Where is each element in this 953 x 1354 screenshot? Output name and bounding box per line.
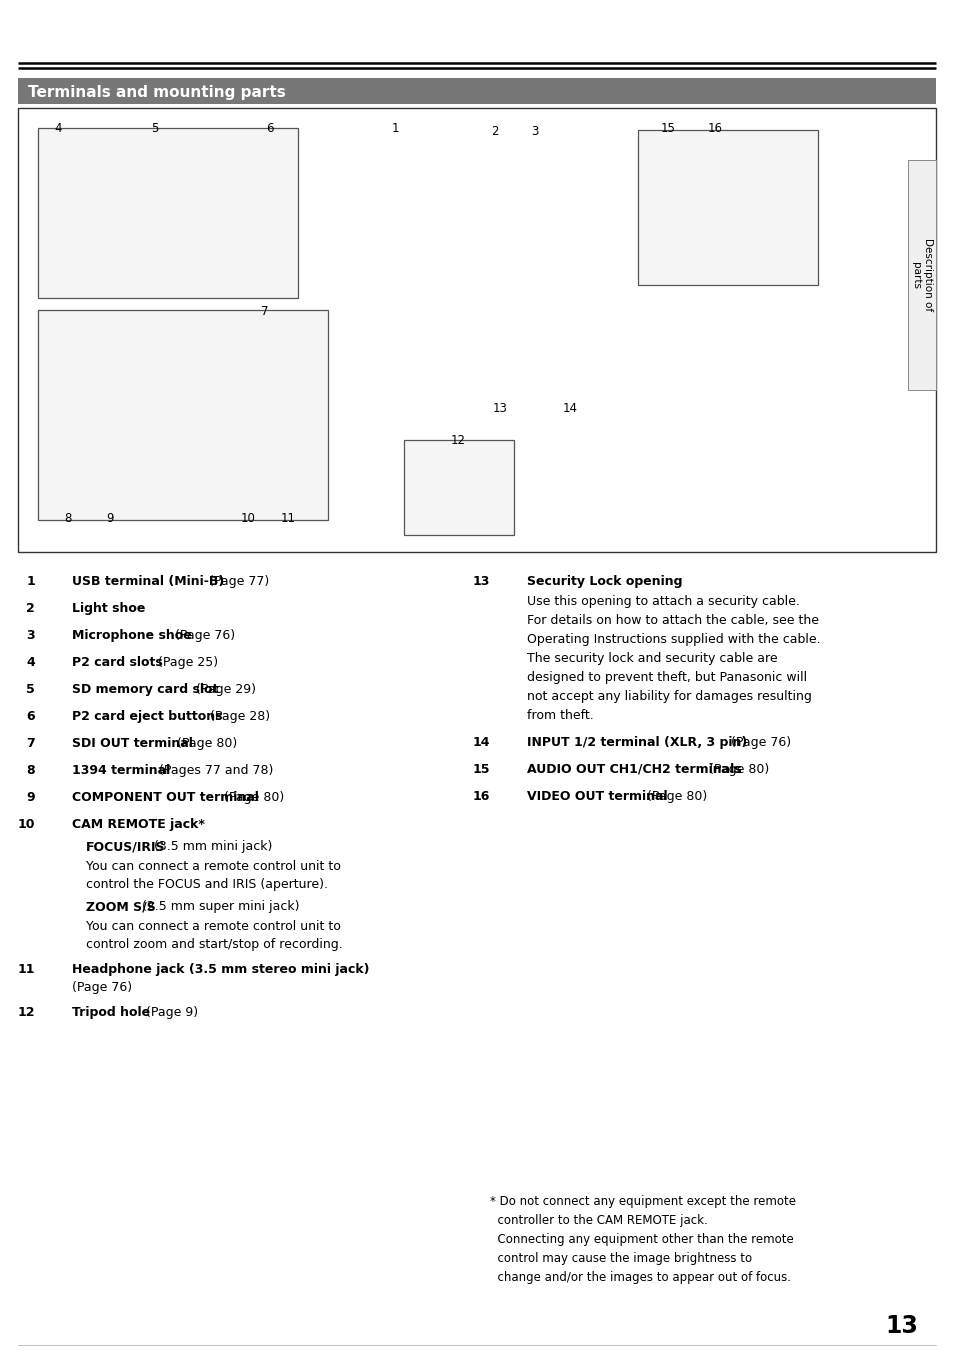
Text: 10: 10: [240, 512, 255, 525]
Text: 12: 12: [450, 435, 465, 447]
Text: 4: 4: [54, 122, 62, 135]
Text: 2: 2: [27, 603, 35, 615]
Text: 16: 16: [472, 789, 490, 803]
Text: 9: 9: [27, 791, 35, 804]
Text: (Page 80): (Page 80): [642, 789, 706, 803]
Text: 7: 7: [261, 305, 269, 318]
Text: Security Lock opening: Security Lock opening: [526, 575, 681, 588]
Text: 10: 10: [17, 818, 35, 831]
Text: 2: 2: [491, 125, 498, 138]
Text: 1394 terminal: 1394 terminal: [71, 764, 170, 777]
Text: control may cause the image brightness to: control may cause the image brightness t…: [490, 1252, 751, 1265]
Text: 5: 5: [152, 122, 158, 135]
Bar: [38, 310, 328, 520]
Text: (Page 28): (Page 28): [206, 709, 270, 723]
Text: 7: 7: [27, 737, 35, 750]
Text: Connecting any equipment other than the remote: Connecting any equipment other than the …: [490, 1233, 793, 1246]
Text: control zoom and start/stop of recording.: control zoom and start/stop of recording…: [86, 938, 342, 951]
Text: 1: 1: [391, 122, 398, 135]
Text: 12: 12: [17, 1006, 35, 1020]
Text: Headphone jack (3.5 mm stereo mini jack): Headphone jack (3.5 mm stereo mini jack): [71, 963, 369, 976]
Text: change and/or the images to appear out of focus.: change and/or the images to appear out o…: [490, 1271, 790, 1284]
Text: (Page 80): (Page 80): [220, 791, 284, 804]
Text: from theft.: from theft.: [526, 709, 593, 722]
Text: 11: 11: [280, 512, 295, 525]
Text: (Page 77): (Page 77): [205, 575, 269, 588]
Text: 8: 8: [27, 764, 35, 777]
Text: 13: 13: [884, 1313, 917, 1338]
Text: 14: 14: [562, 402, 577, 414]
Text: controller to the CAM REMOTE jack.: controller to the CAM REMOTE jack.: [490, 1215, 707, 1227]
Text: 15: 15: [472, 764, 490, 776]
Text: 8: 8: [64, 512, 71, 525]
Text: designed to prevent theft, but Panasonic will: designed to prevent theft, but Panasonic…: [526, 672, 806, 684]
Text: (Page 76): (Page 76): [71, 982, 132, 994]
Text: 11: 11: [17, 963, 35, 976]
Text: 15: 15: [659, 122, 675, 135]
Text: (Page 29): (Page 29): [192, 682, 255, 696]
Text: 3: 3: [531, 125, 538, 138]
Text: SD memory card slot: SD memory card slot: [71, 682, 218, 696]
Text: INPUT 1/2 terminal (XLR, 3 pin): INPUT 1/2 terminal (XLR, 3 pin): [526, 737, 746, 749]
Text: Microphone shoe: Microphone shoe: [71, 630, 192, 642]
Text: The security lock and security cable are: The security lock and security cable are: [526, 653, 777, 665]
Text: 6: 6: [27, 709, 35, 723]
Text: 9: 9: [106, 512, 113, 525]
Bar: [907, 160, 935, 390]
Text: 6: 6: [266, 122, 274, 135]
Text: USB terminal (Mini-B): USB terminal (Mini-B): [71, 575, 224, 588]
Text: * Do not connect any equipment except the remote: * Do not connect any equipment except th…: [490, 1196, 795, 1208]
Bar: [38, 129, 297, 298]
Text: (Page 76): (Page 76): [726, 737, 790, 749]
Text: FOCUS/IRIS: FOCUS/IRIS: [86, 839, 165, 853]
Text: You can connect a remote control unit to: You can connect a remote control unit to: [86, 860, 340, 873]
Text: 5: 5: [27, 682, 35, 696]
Text: COMPONENT OUT terminal: COMPONENT OUT terminal: [71, 791, 258, 804]
Text: 3: 3: [27, 630, 35, 642]
Text: You can connect a remote control unit to: You can connect a remote control unit to: [86, 919, 340, 933]
Text: CAM REMOTE jack*: CAM REMOTE jack*: [71, 818, 205, 831]
Text: Tripod hole: Tripod hole: [71, 1006, 150, 1020]
Text: control the FOCUS and IRIS (aperture).: control the FOCUS and IRIS (aperture).: [86, 877, 328, 891]
Text: (2.5 mm super mini jack): (2.5 mm super mini jack): [138, 900, 299, 913]
Bar: [403, 440, 514, 535]
Text: (Pages 77 and 78): (Pages 77 and 78): [154, 764, 274, 777]
Bar: [18, 108, 935, 552]
Text: 16: 16: [707, 122, 721, 135]
Text: AUDIO OUT CH1/CH2 terminals: AUDIO OUT CH1/CH2 terminals: [526, 764, 740, 776]
Text: SDI OUT terminal: SDI OUT terminal: [71, 737, 193, 750]
Text: 13: 13: [492, 402, 507, 414]
Text: (Page 25): (Page 25): [153, 655, 218, 669]
Text: For details on how to attach the cable, see the: For details on how to attach the cable, …: [526, 613, 818, 627]
Text: VIDEO OUT terminal: VIDEO OUT terminal: [526, 789, 667, 803]
Text: 14: 14: [472, 737, 490, 749]
Text: Use this opening to attach a security cable.: Use this opening to attach a security ca…: [526, 594, 799, 608]
Text: (Page 80): (Page 80): [172, 737, 237, 750]
Text: P2 card slots: P2 card slots: [71, 655, 163, 669]
Text: (Page 9): (Page 9): [142, 1006, 198, 1020]
Text: Terminals and mounting parts: Terminals and mounting parts: [28, 84, 286, 99]
Bar: [18, 79, 935, 104]
Text: 4: 4: [27, 655, 35, 669]
Text: Operating Instructions supplied with the cable.: Operating Instructions supplied with the…: [526, 634, 820, 646]
Text: (Page 80): (Page 80): [704, 764, 768, 776]
Text: Description of
parts: Description of parts: [910, 238, 932, 311]
Text: (Page 76): (Page 76): [171, 630, 234, 642]
Text: not accept any liability for damages resulting: not accept any liability for damages res…: [526, 691, 811, 703]
Bar: [638, 130, 817, 284]
Text: ZOOM S/S: ZOOM S/S: [86, 900, 155, 913]
Text: P2 card eject buttons: P2 card eject buttons: [71, 709, 222, 723]
Text: 13: 13: [472, 575, 490, 588]
Text: Light shoe: Light shoe: [71, 603, 145, 615]
Text: (3.5 mm mini jack): (3.5 mm mini jack): [150, 839, 273, 853]
Text: 1: 1: [27, 575, 35, 588]
